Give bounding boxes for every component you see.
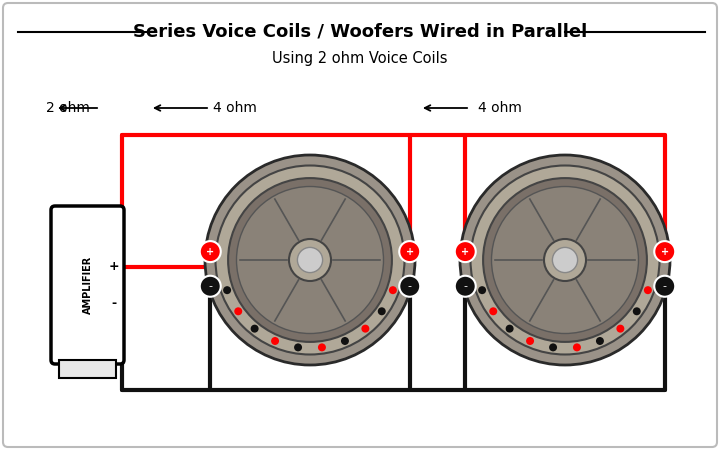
FancyBboxPatch shape <box>3 3 717 447</box>
Text: AMPLIFIER: AMPLIFIER <box>83 256 92 314</box>
Text: +: + <box>462 247 469 256</box>
Circle shape <box>289 239 331 281</box>
Circle shape <box>199 241 221 262</box>
Text: 4 ohm: 4 ohm <box>478 101 522 115</box>
Circle shape <box>490 307 498 315</box>
Circle shape <box>378 307 386 315</box>
Circle shape <box>234 307 242 315</box>
Text: -: - <box>408 281 412 291</box>
Text: -: - <box>112 297 117 310</box>
Circle shape <box>236 186 384 333</box>
Circle shape <box>455 276 476 297</box>
Circle shape <box>199 276 221 297</box>
Circle shape <box>549 343 557 351</box>
Text: +: + <box>405 247 414 256</box>
Circle shape <box>654 276 675 297</box>
Text: 4 ohm: 4 ohm <box>213 101 257 115</box>
Text: Using 2 ohm Voice Coils: Using 2 ohm Voice Coils <box>272 50 448 66</box>
Circle shape <box>205 155 415 365</box>
Circle shape <box>400 241 420 262</box>
Circle shape <box>470 166 660 355</box>
Circle shape <box>526 337 534 345</box>
Circle shape <box>573 343 581 351</box>
FancyBboxPatch shape <box>59 360 116 378</box>
Circle shape <box>616 324 624 333</box>
Text: +: + <box>109 261 120 274</box>
Circle shape <box>297 248 323 273</box>
Circle shape <box>455 241 476 262</box>
Circle shape <box>223 286 231 294</box>
Text: -: - <box>463 281 467 291</box>
Circle shape <box>492 186 639 333</box>
Circle shape <box>389 286 397 294</box>
Text: +: + <box>206 247 215 256</box>
Circle shape <box>505 324 513 333</box>
Circle shape <box>544 239 586 281</box>
Circle shape <box>294 343 302 351</box>
Circle shape <box>633 307 641 315</box>
Circle shape <box>478 286 486 294</box>
Circle shape <box>215 166 405 355</box>
Circle shape <box>654 241 675 262</box>
Circle shape <box>341 337 349 345</box>
Circle shape <box>361 324 369 333</box>
Text: +: + <box>661 247 669 256</box>
Circle shape <box>271 337 279 345</box>
Circle shape <box>400 276 420 297</box>
Circle shape <box>483 178 647 342</box>
FancyBboxPatch shape <box>51 206 124 364</box>
Circle shape <box>552 248 577 273</box>
Circle shape <box>251 324 258 333</box>
Text: -: - <box>662 281 667 291</box>
Circle shape <box>460 155 670 365</box>
Circle shape <box>596 337 604 345</box>
Text: -: - <box>208 281 212 291</box>
Text: Series Voice Coils / Woofers Wired in Parallel: Series Voice Coils / Woofers Wired in Pa… <box>133 23 587 41</box>
Circle shape <box>644 286 652 294</box>
Circle shape <box>228 178 392 342</box>
Circle shape <box>318 343 326 351</box>
Text: 2 ohm: 2 ohm <box>46 101 90 115</box>
